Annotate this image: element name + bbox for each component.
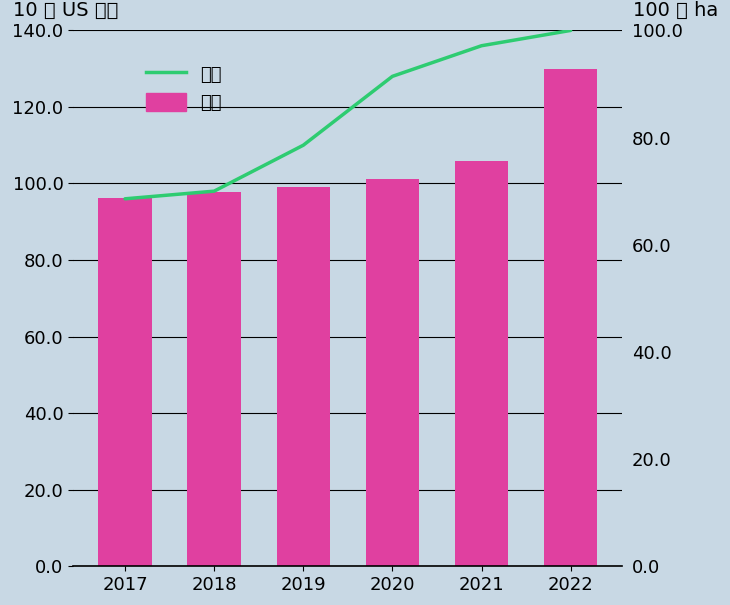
Y-axis label: 100 万 ha: 100 万 ha: [634, 1, 718, 20]
Bar: [366, 179, 419, 566]
Legend: 売上, 面積: 売上, 面積: [137, 56, 231, 122]
Bar: [188, 192, 241, 566]
Bar: [544, 69, 597, 566]
Bar: [455, 160, 508, 566]
Bar: [99, 198, 152, 566]
Y-axis label: 10 億 US ドル: 10 億 US ドル: [13, 1, 118, 20]
Bar: [277, 188, 330, 566]
